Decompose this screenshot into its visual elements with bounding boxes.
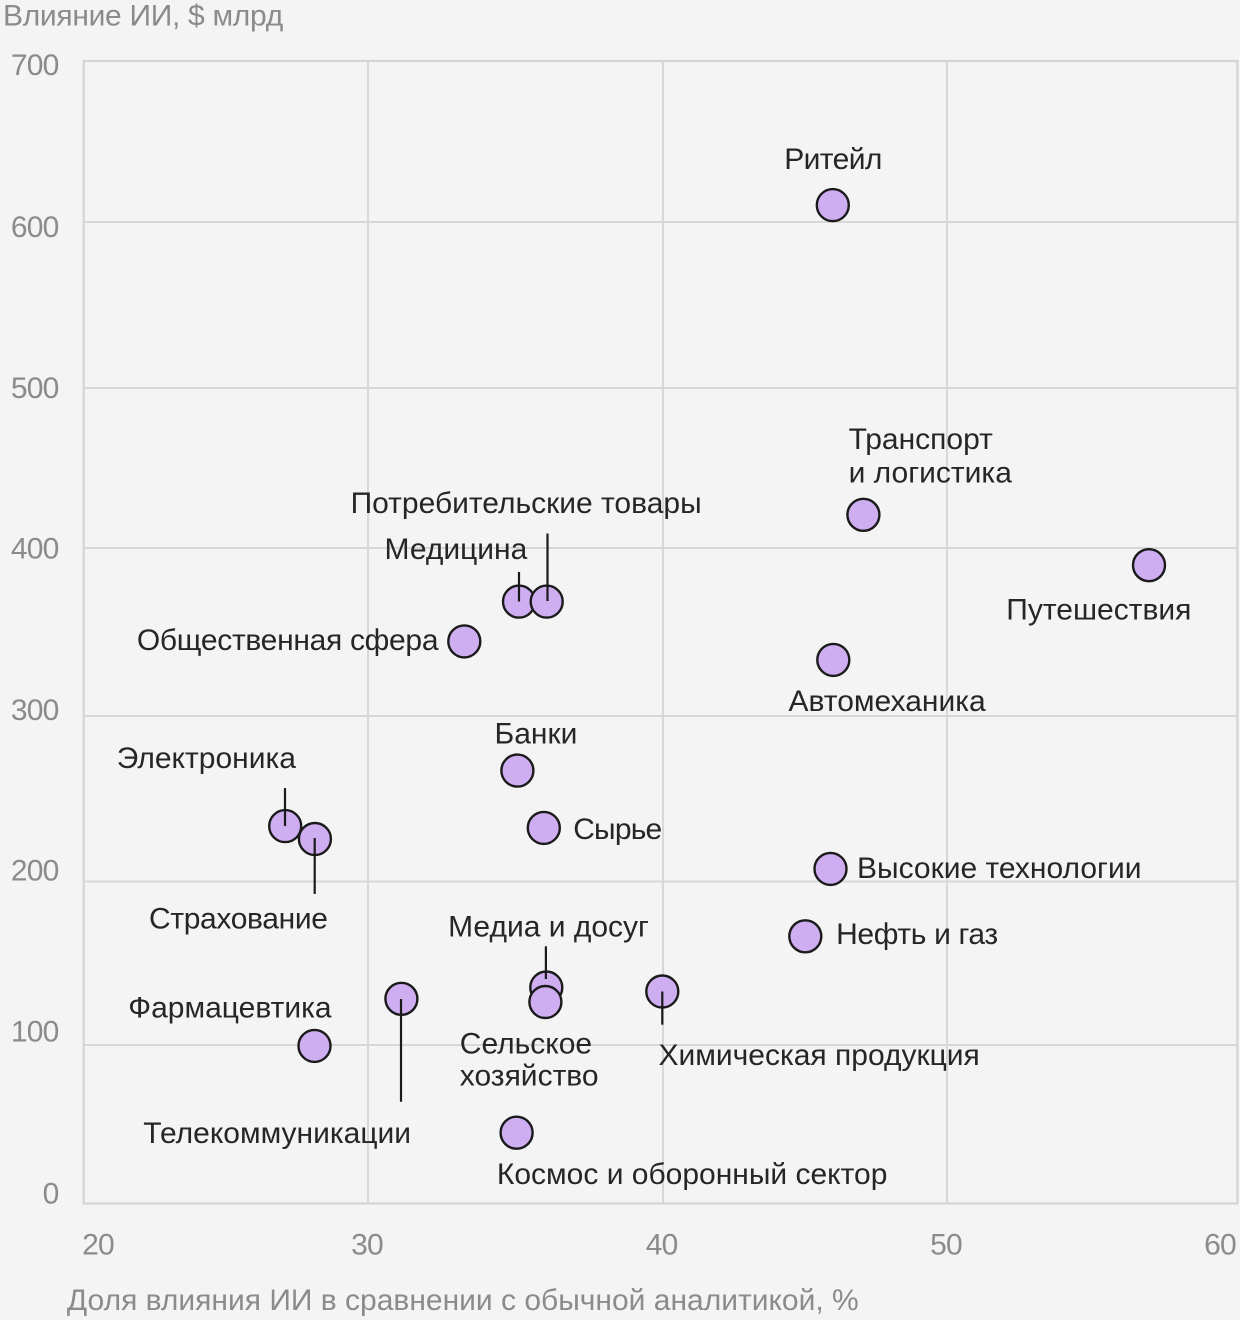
- svg-text:100: 100: [11, 1016, 59, 1049]
- svg-text:Автомеханика: Автомеханика: [789, 685, 986, 718]
- svg-text:Путешествия: Путешествия: [1006, 594, 1191, 627]
- svg-text:Потребительские товары: Потребительские товары: [351, 487, 702, 520]
- svg-text:200: 200: [11, 855, 59, 888]
- svg-text:Фармацевтика: Фармацевтика: [128, 992, 332, 1025]
- svg-text:Сельское: Сельское: [460, 1028, 592, 1061]
- svg-text:30: 30: [351, 1229, 383, 1262]
- svg-text:Медиа и досуг: Медиа и досуг: [448, 911, 649, 944]
- svg-text:Электроника: Электроника: [117, 742, 296, 775]
- svg-text:Телекоммуникации: Телекоммуникации: [143, 1117, 411, 1150]
- svg-text:хозяйство: хозяйство: [460, 1060, 599, 1093]
- svg-text:700: 700: [11, 49, 59, 82]
- svg-text:Страхование: Страхование: [149, 903, 328, 936]
- svg-text:60: 60: [1204, 1229, 1236, 1262]
- svg-text:Сырье: Сырье: [573, 813, 661, 846]
- svg-text:Транспорт: Транспорт: [849, 423, 994, 456]
- svg-text:Общественная сфера: Общественная сфера: [137, 624, 439, 657]
- svg-text:50: 50: [930, 1229, 962, 1262]
- svg-text:и логистика: и логистика: [849, 456, 1013, 489]
- svg-text:Космос и оборонный сектор: Космос и оборонный сектор: [497, 1158, 888, 1191]
- svg-text:20: 20: [82, 1229, 114, 1262]
- svg-text:400: 400: [11, 533, 59, 566]
- svg-text:Медицина: Медицина: [385, 533, 528, 566]
- svg-text:40: 40: [646, 1229, 678, 1262]
- svg-text:300: 300: [11, 694, 59, 727]
- svg-text:Доля влияния ИИ в сравнении с: Доля влияния ИИ в сравнении с обычной ан…: [67, 1284, 859, 1317]
- svg-text:Банки: Банки: [495, 718, 578, 751]
- svg-text:500: 500: [11, 372, 59, 405]
- svg-text:Ритейл: Ритейл: [784, 143, 882, 176]
- svg-text:Влияние ИИ, $ млрд: Влияние ИИ, $ млрд: [3, 0, 283, 32]
- svg-text:600: 600: [11, 211, 59, 244]
- svg-text:Химическая продукция: Химическая продукция: [659, 1039, 980, 1072]
- svg-text:Высокие технологии: Высокие технологии: [857, 852, 1142, 885]
- svg-text:0: 0: [43, 1178, 59, 1211]
- svg-text:Нефть и газ: Нефть и газ: [836, 918, 998, 951]
